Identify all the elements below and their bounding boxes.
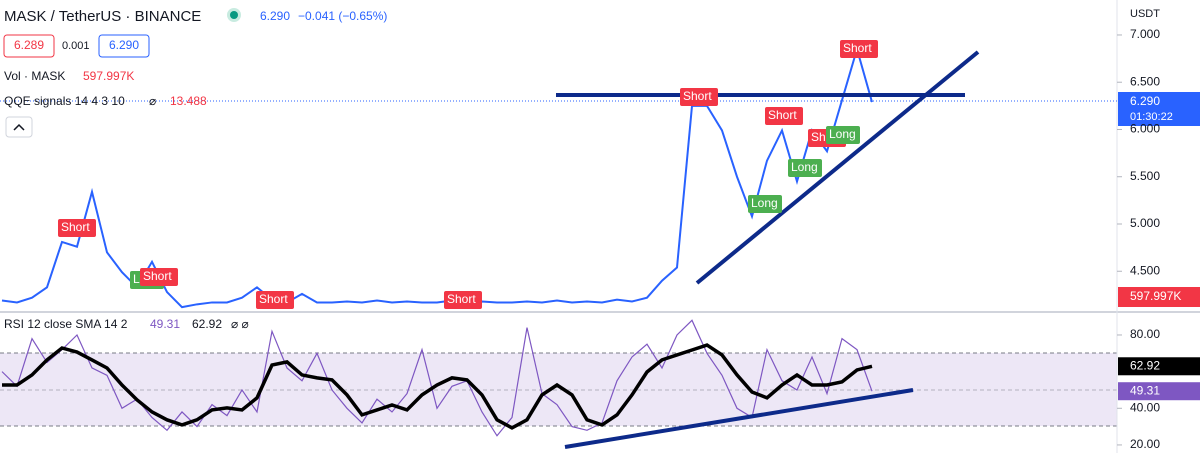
- price-change: −0.041 (−0.65%): [298, 9, 387, 23]
- signal-box: [444, 291, 482, 309]
- signal-label: Short: [259, 292, 288, 306]
- signal-label: Short: [843, 41, 872, 55]
- rsi-badge: [1118, 357, 1200, 376]
- qqe-label: QQE signals 14 4 3 10: [4, 94, 125, 108]
- signal-label: Long: [829, 127, 856, 141]
- collapse-button[interactable]: [5, 116, 33, 138]
- y-tick-label: 5.500: [1130, 169, 1160, 183]
- currency: USDT: [1130, 8, 1160, 20]
- signal-label: Short: [447, 292, 476, 306]
- ask-box[interactable]: [98, 34, 150, 58]
- series-line: [2, 343, 873, 430]
- rsi-icons: ⌀ ⌀: [231, 317, 249, 331]
- rsi-badge-value: 49.31: [1130, 383, 1160, 397]
- rsi-badge-value: 62.92: [1130, 358, 1160, 372]
- signal-box: [748, 195, 782, 213]
- signal-box: [58, 219, 96, 237]
- series-line: [1, 45, 873, 309]
- y-tick-label: 6.000: [1130, 122, 1160, 136]
- vol-badge-value: 597.997K: [1130, 289, 1181, 303]
- ask: 6.290: [109, 38, 139, 52]
- signal-label: Long: [751, 196, 778, 210]
- signal-label: Short: [768, 108, 797, 122]
- price-badge-value: 6.290: [1130, 94, 1160, 108]
- countdown: 01:30:22: [1130, 111, 1173, 123]
- signal-box: [788, 159, 822, 177]
- signal-label: Short: [143, 269, 172, 283]
- vol-label: Vol · MASK: [4, 69, 65, 83]
- signal-label: Long: [791, 160, 818, 174]
- signal-box: [765, 107, 803, 125]
- qqe-value: 13.488: [170, 94, 207, 108]
- rsi-band: [0, 353, 1117, 426]
- signal-box: [826, 126, 860, 144]
- signal-label: Short: [683, 89, 712, 103]
- rsi-badge: [1118, 382, 1200, 401]
- collapse-icon: [13, 123, 25, 131]
- y-tick-label: 5.000: [1130, 216, 1160, 230]
- rsi-sma-value: 62.92: [192, 317, 222, 331]
- y-tick-label: 40.00: [1130, 400, 1160, 414]
- rsi-value: 49.31: [150, 317, 180, 331]
- signal-box: [256, 291, 294, 309]
- status-dot-inner: [230, 11, 238, 19]
- bid-box[interactable]: [3, 34, 55, 58]
- last-price: 6.290: [260, 9, 290, 23]
- y-tick-label: 6.500: [1130, 74, 1160, 88]
- drawn-trendline: [695, 50, 980, 285]
- series-line: [1, 319, 873, 437]
- qqe-icon: ⌀: [149, 94, 156, 108]
- y-tick-label: 4.500: [1130, 263, 1160, 277]
- symbol: MASK / TetherUS · BINANCE: [4, 8, 201, 25]
- price-badge: [1118, 92, 1200, 126]
- signal-box: [840, 40, 878, 58]
- vol-value: 597.997K: [83, 69, 134, 83]
- signal-box: [140, 268, 178, 286]
- y-tick-label: 80.00: [1130, 327, 1160, 341]
- drawn-rsi-trendline: [564, 388, 914, 449]
- bid: 6.289: [14, 38, 44, 52]
- y-tick-label: 20.00: [1130, 437, 1160, 451]
- vol-badge: [1118, 287, 1200, 307]
- signal-label: Short: [61, 220, 90, 234]
- y-tick-label: 7.000: [1130, 27, 1160, 41]
- signal-box: [680, 88, 718, 106]
- rsi-label: RSI 12 close SMA 14 2: [4, 317, 128, 331]
- spread: 0.001: [62, 40, 90, 52]
